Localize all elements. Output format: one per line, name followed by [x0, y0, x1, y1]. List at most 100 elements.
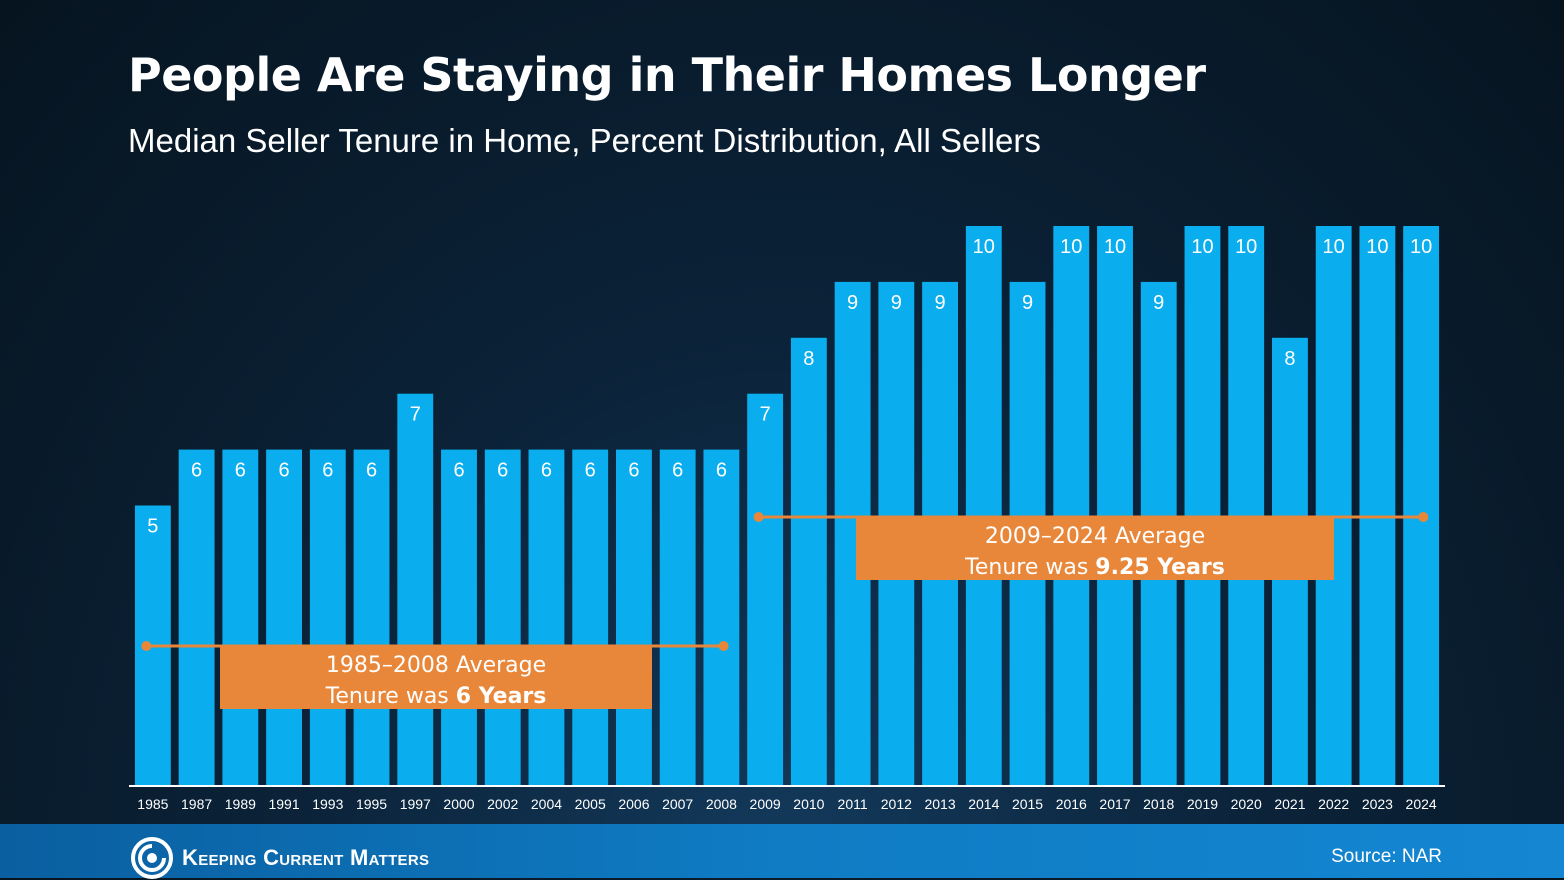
bar-value-label-2020: 10	[1235, 236, 1257, 258]
bar-value-label-2023: 10	[1366, 236, 1388, 258]
x-tick-label-2019: 2019	[1187, 796, 1218, 812]
average-annotation-box-0	[220, 645, 652, 709]
average-annotation-line1-1: 2009–2024 Average	[985, 524, 1205, 549]
footer-bar: Keeping Current Matters Source: NAR	[0, 824, 1564, 880]
x-tick-label-2011: 2011	[838, 796, 868, 812]
average-line-end-dot-1	[1418, 512, 1429, 522]
bar-1997	[397, 393, 434, 785]
average-annotation-value-0: 6 Years	[456, 684, 547, 709]
bar-value-label-1997: 7	[410, 404, 421, 426]
bar-1991	[266, 449, 302, 785]
bar-2007	[659, 449, 696, 785]
average-annotation-line2-1: Tenure was 9.25 Years	[964, 555, 1225, 580]
bar-2002	[484, 449, 521, 785]
x-tick-label-2017: 2017	[1099, 796, 1130, 812]
x-tick-label-2023: 2023	[1362, 796, 1393, 812]
bar-value-label-2004: 6	[541, 460, 552, 482]
bar-value-label-2015: 9	[1022, 292, 1033, 314]
bar-value-label-2010: 8	[803, 348, 814, 370]
average-annotation-box-1	[856, 516, 1334, 580]
x-tick-label-2018: 2018	[1143, 796, 1174, 812]
bar-2006	[616, 449, 652, 785]
bar-value-label-1987: 6	[191, 460, 202, 482]
bar-2024	[1403, 226, 1440, 785]
bar-value-label-2018: 9	[1153, 292, 1164, 314]
page-title: People Are Staying in Their Homes Longer	[128, 48, 1206, 102]
kcm-logo: Keeping Current Matters	[130, 836, 429, 880]
x-tick-label-2009: 2009	[750, 796, 781, 812]
average-annotation-prefix-1: Tenure was	[964, 555, 1095, 580]
bar-2023	[1359, 226, 1396, 785]
bar-value-label-1985: 5	[147, 516, 158, 538]
average-annotation-line1-0: 1985–2008 Average	[326, 653, 546, 678]
bar-2005	[572, 449, 609, 785]
bar-2008	[703, 449, 740, 785]
bar-2000	[441, 449, 477, 785]
x-tick-label-2020: 2020	[1231, 796, 1262, 812]
bar-value-label-2005: 6	[585, 460, 596, 482]
average-line-start-dot-0	[141, 641, 152, 651]
x-tick-label-2010: 2010	[793, 796, 824, 812]
x-tick-label-2022: 2022	[1318, 796, 1349, 812]
bar-value-label-2021: 8	[1284, 348, 1295, 370]
x-tick-label-1985: 1985	[137, 796, 168, 812]
x-tick-label-2008: 2008	[706, 796, 737, 812]
x-tick-label-2012: 2012	[881, 796, 912, 812]
bar-value-label-2011: 9	[847, 292, 858, 314]
bar-value-label-2002: 6	[497, 460, 508, 482]
x-tick-label-2013: 2013	[924, 796, 955, 812]
bar-value-label-1993: 6	[322, 460, 333, 482]
bar-2019	[1184, 226, 1221, 785]
page-subtitle: Median Seller Tenure in Home, Percent Di…	[128, 122, 1041, 159]
average-line-end-dot-0	[718, 641, 729, 651]
x-tick-label-2014: 2014	[968, 796, 999, 812]
x-tick-label-1991: 1991	[268, 796, 299, 812]
bar-value-label-1989: 6	[235, 460, 246, 482]
x-tick-label-1995: 1995	[356, 796, 387, 812]
x-tick-label-2006: 2006	[618, 796, 649, 812]
bar-value-label-2016: 10	[1060, 236, 1082, 258]
tenure-bar-chart: 5 1985 6 1987 6 1989 6 1991 6 1993 6 1995 7 1997 6 2000…	[134, 226, 1440, 812]
bar-2010	[790, 337, 827, 785]
bar-value-label-2008: 6	[716, 460, 727, 482]
bar-value-label-2007: 6	[672, 460, 683, 482]
bar-value-label-2024: 10	[1410, 236, 1432, 258]
bar-2017	[1097, 226, 1133, 785]
x-tick-label-2007: 2007	[662, 796, 693, 812]
bar-2020	[1228, 226, 1265, 785]
bar-2009	[747, 393, 784, 785]
x-tick-label-1987: 1987	[181, 796, 212, 812]
x-tick-label-1997: 1997	[400, 796, 431, 812]
x-tick-label-2024: 2024	[1406, 796, 1437, 812]
source-label: Source: NAR	[1331, 846, 1442, 867]
x-tick-label-2021: 2021	[1274, 796, 1305, 812]
bar-value-label-2000: 6	[453, 460, 464, 482]
bar-1995	[353, 449, 390, 785]
bar-value-label-1991: 6	[279, 460, 290, 482]
x-tick-label-2002: 2002	[487, 796, 518, 812]
bar-value-label-2012: 9	[891, 292, 902, 314]
bar-2014	[965, 226, 1002, 785]
x-tick-label-2015: 2015	[1012, 796, 1043, 812]
x-tick-label-2000: 2000	[443, 796, 474, 812]
bar-value-label-2013: 9	[935, 292, 946, 314]
x-tick-label-2005: 2005	[575, 796, 606, 812]
bar-value-label-2022: 10	[1323, 236, 1345, 258]
bar-2004	[528, 449, 565, 785]
average-annotation-prefix-0: Tenure was	[325, 684, 456, 709]
bar-value-label-1995: 6	[366, 460, 377, 482]
bar-value-label-2019: 10	[1191, 236, 1213, 258]
x-tick-label-1989: 1989	[225, 796, 256, 812]
bar-value-label-2006: 6	[628, 460, 639, 482]
x-tick-label-1993: 1993	[312, 796, 343, 812]
x-tick-label-2004: 2004	[531, 796, 562, 812]
average-annotation-line2-0: Tenure was 6 Years	[325, 684, 547, 709]
logo-text: Keeping Current Matters	[182, 845, 430, 870]
bar-1989	[222, 449, 259, 785]
bar-2016	[1053, 226, 1090, 785]
bar-2022	[1315, 226, 1352, 785]
swirl-logo-icon	[131, 837, 173, 879]
bar-value-label-2014: 10	[973, 236, 995, 258]
average-annotation-value-1: 9.25 Years	[1095, 555, 1225, 580]
x-tick-label-2016: 2016	[1056, 796, 1087, 812]
